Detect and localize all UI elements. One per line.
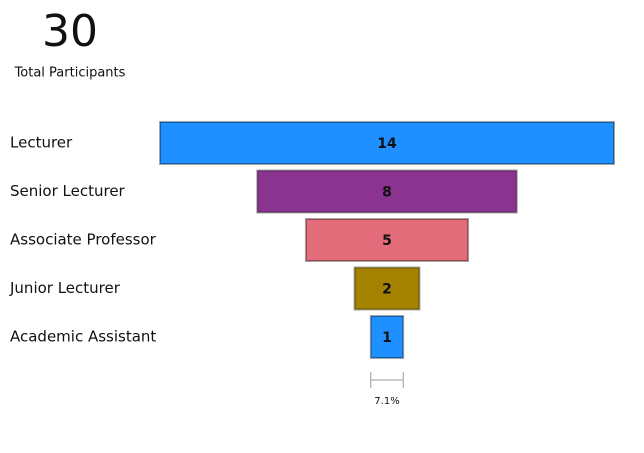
value-label: 8 <box>382 185 392 201</box>
value-label: 1 <box>382 330 392 346</box>
value-label: 2 <box>382 282 392 298</box>
category-label: Associate Professor <box>10 231 157 249</box>
funnel-bar <box>256 169 518 214</box>
category-label: Senior Lecturer <box>10 182 126 200</box>
funnel-bar <box>353 266 421 311</box>
funnel-bar <box>369 315 405 359</box>
funnel-bar <box>159 121 615 165</box>
funnel-bar <box>304 218 470 262</box>
category-label: Lecturer <box>10 134 73 152</box>
value-label: 14 <box>377 136 397 152</box>
category-label: Academic Assistant <box>10 328 156 346</box>
total-label: Total Participants <box>14 66 126 81</box>
value-label: 5 <box>382 233 392 249</box>
ratio-label: 7.1% <box>374 396 399 407</box>
category-label: Junior Lecturer <box>9 279 121 297</box>
total-value: 30 <box>42 6 98 57</box>
